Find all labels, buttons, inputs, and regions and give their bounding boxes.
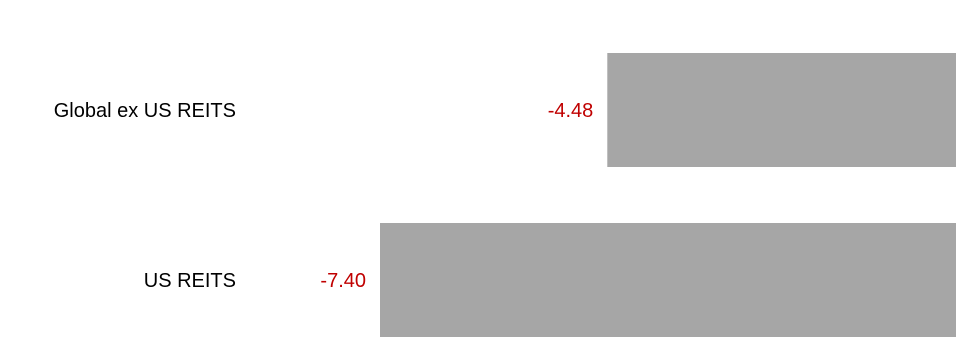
category-labels-group: Global ex US REITS US REITS [54, 100, 236, 292]
bars-group [380, 53, 956, 337]
bar-us-reits [380, 223, 956, 337]
value-labels-group: -4.48 -7.40 [320, 100, 593, 292]
value-label-us-reits: -7.40 [320, 270, 366, 292]
value-label-global-ex-us-reits: -4.48 [548, 100, 594, 122]
category-label-us-reits: US REITS [144, 270, 236, 292]
bar-global-ex-us-reits [607, 53, 956, 167]
category-label-global-ex-us-reits: Global ex US REITS [54, 100, 236, 122]
